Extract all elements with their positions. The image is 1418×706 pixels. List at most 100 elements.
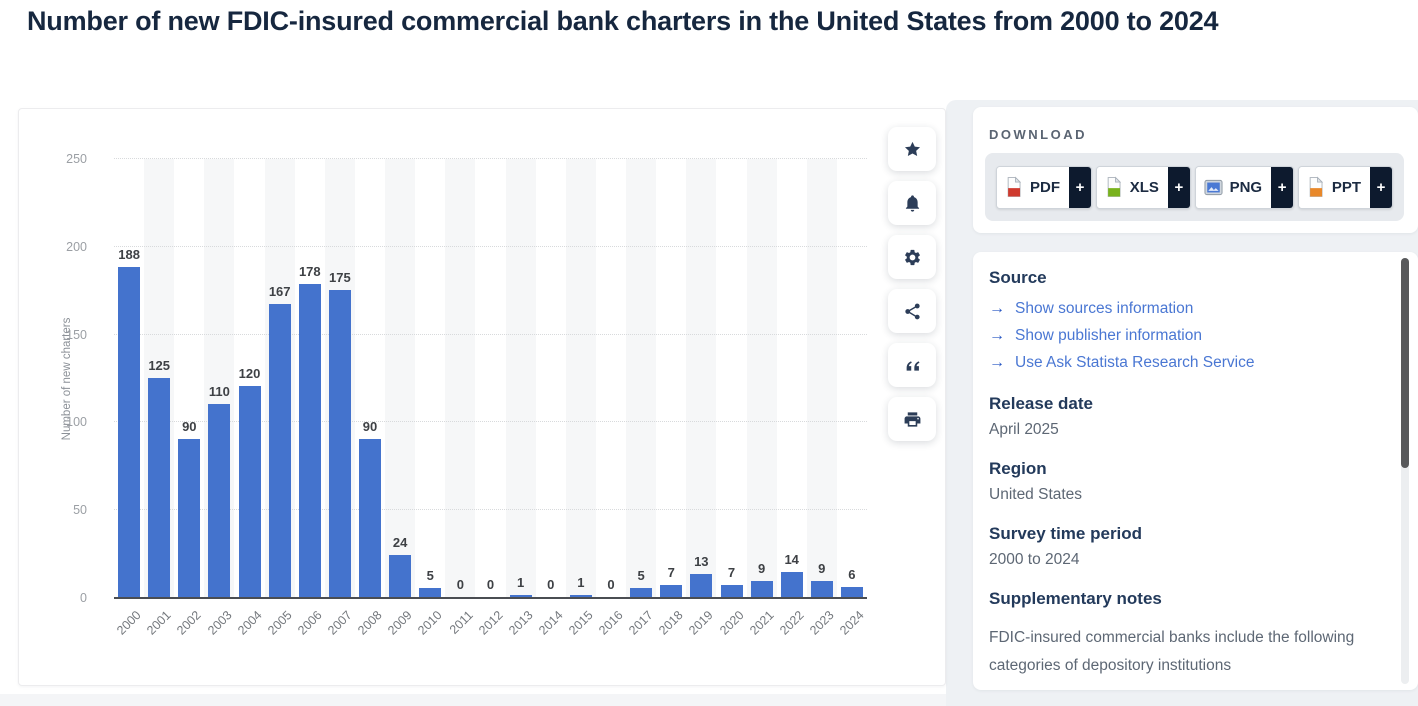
x-tick-label-2002: 2002 — [174, 608, 205, 638]
gridline-200 — [114, 245, 867, 247]
x-tick-label-2020: 2020 — [716, 608, 747, 638]
survey-time-period-heading: Survey time period — [989, 524, 1143, 543]
add-xls-to-cart-button[interactable]: + — [1167, 166, 1190, 208]
bar-value-label-2024: 6 — [848, 566, 856, 582]
download-format-label: PPT — [1331, 178, 1361, 196]
source-link-2[interactable]: → Show publisher information — [989, 322, 1374, 349]
bar-2022[interactable] — [780, 572, 803, 597]
x-tick-label-2000: 2000 — [114, 608, 144, 638]
scrollbar-thumb[interactable] — [1401, 258, 1409, 468]
chart-action-toolbar — [888, 127, 936, 451]
supplementary-notes-heading: Supplementary notes — [989, 589, 1162, 608]
bar-value-label-2022: 14 — [784, 552, 799, 568]
download-format-label: PNG — [1229, 178, 1263, 196]
bar-2015[interactable] — [569, 595, 592, 597]
share-icon — [904, 303, 920, 319]
bar-2000[interactable] — [118, 266, 141, 597]
bar-2013[interactable] — [509, 595, 532, 597]
gridline-150 — [114, 333, 867, 335]
bar-value-label-2002: 90 — [182, 419, 197, 434]
bar-2003[interactable] — [208, 403, 231, 597]
source-link-1[interactable]: → Show sources information — [989, 295, 1374, 322]
add-ppt-to-cart-button[interactable]: + — [1370, 166, 1392, 208]
settings-button[interactable] — [888, 235, 936, 279]
bar-2021[interactable] — [750, 581, 773, 597]
survey-time-period-value: 2000 to 2024 — [989, 551, 1080, 568]
bar-value-label-2017: 5 — [637, 568, 645, 584]
y-tick-label: 150 — [66, 327, 87, 342]
bar-2007[interactable] — [328, 289, 351, 597]
region-heading: Region — [989, 459, 1047, 478]
download-xls-button[interactable]: XLS + — [1095, 165, 1191, 209]
bar-value-label-2016: 0 — [607, 577, 615, 592]
download-ppt-button[interactable]: PPT + — [1297, 165, 1393, 209]
bar-2005[interactable] — [268, 303, 291, 597]
bar-2023[interactable] — [810, 581, 833, 597]
download-format-label: XLS — [1129, 178, 1159, 196]
bar-value-label-2005: 167 — [268, 283, 291, 299]
add-png-to-cart-button[interactable]: + — [1271, 166, 1294, 208]
bar-2017[interactable] — [630, 588, 653, 597]
bar-value-label-2007: 175 — [329, 269, 351, 285]
download-xls-label-area: XLS — [1096, 166, 1168, 208]
cite-button[interactable] — [888, 343, 936, 387]
x-tick-label-2019: 2019 — [686, 608, 717, 638]
x-tick-label-2013: 2013 — [505, 608, 536, 638]
bar-value-label-2010: 5 — [426, 568, 434, 584]
bar-2020[interactable] — [720, 584, 743, 597]
metadata-card: Source → Show sources information → Show pu… — [973, 252, 1418, 690]
bar-value-label-2011: 0 — [456, 577, 464, 592]
print-button[interactable] — [888, 397, 936, 441]
png-image-icon — [1204, 178, 1223, 197]
download-pdf-button[interactable]: PDF + — [996, 165, 1092, 209]
bar-2006[interactable] — [298, 284, 321, 597]
bar-value-label-2019: 13 — [694, 554, 709, 570]
supplementary-notes-text: FDIC-insured commercial banks include th… — [989, 629, 1355, 674]
bar-2010[interactable] — [419, 588, 442, 597]
y-tick-label: 0 — [80, 591, 87, 605]
share-button[interactable] — [888, 289, 936, 333]
bar-value-label-2023: 9 — [818, 561, 826, 577]
x-tick-label-2011: 2011 — [446, 608, 476, 637]
column-stripe — [385, 159, 416, 598]
release-date-value: April 2025 — [989, 421, 1059, 438]
printer-icon — [904, 411, 920, 427]
bar-2001[interactable] — [148, 377, 171, 597]
alerts-button[interactable] — [888, 181, 936, 225]
favorite-button[interactable] — [888, 127, 936, 171]
bar-value-label-2006: 178 — [298, 264, 321, 280]
bar-2018[interactable] — [660, 584, 683, 597]
bar-2024[interactable] — [840, 586, 863, 597]
x-tick-label-2005: 2005 — [265, 608, 295, 638]
download-ppt-label-area: PPT — [1298, 166, 1370, 208]
bar-value-label-2004: 120 — [238, 366, 261, 382]
gridline-50 — [114, 509, 867, 511]
ppt-file-icon — [1307, 176, 1325, 198]
scrollbar-track[interactable] — [1401, 258, 1409, 684]
y-tick-label: 50 — [73, 503, 87, 518]
bar-2009[interactable] — [389, 554, 412, 597]
bell-icon — [905, 194, 919, 212]
bar-2008[interactable] — [359, 439, 381, 597]
bar-value-label-2012: 0 — [486, 577, 495, 592]
add-pdf-to-cart-button[interactable]: + — [1069, 166, 1091, 208]
x-tick-label-2016: 2016 — [596, 608, 626, 638]
bar-2019[interactable] — [690, 574, 713, 597]
x-tick-label-2009: 2009 — [385, 608, 415, 638]
bar-value-label-2000: 188 — [118, 246, 140, 262]
page-title: Number of new FDIC-insured commercial ba… — [27, 6, 1219, 36]
bar-value-label-2020: 7 — [727, 564, 736, 580]
gridline-100 — [114, 421, 867, 423]
star-icon — [904, 141, 920, 156]
bar-value-label-2001: 125 — [148, 357, 171, 373]
x-tick-label-2014: 2014 — [536, 608, 566, 638]
bar-value-label-2003: 110 — [208, 383, 230, 399]
download-png-button[interactable]: PNG + — [1194, 165, 1295, 209]
xls-file-icon — [1105, 176, 1123, 198]
bar-2002[interactable] — [178, 439, 201, 597]
source-link-3[interactable]: → Use Ask Statista Research Service — [989, 349, 1374, 376]
bar-2004[interactable] — [238, 386, 261, 597]
download-button-tray: PDF + XLS + PNG + PPT + — [985, 153, 1404, 221]
region-value: United States — [989, 486, 1083, 503]
bar-value-label-2015: 1 — [577, 575, 585, 591]
